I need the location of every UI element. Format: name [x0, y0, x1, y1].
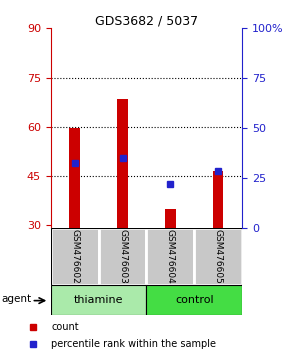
- Bar: [99, 228, 146, 285]
- Text: percentile rank within the sample: percentile rank within the sample: [51, 339, 216, 349]
- Title: GDS3682 / 5037: GDS3682 / 5037: [95, 14, 198, 27]
- Text: GSM476603: GSM476603: [118, 229, 127, 284]
- Text: GSM476602: GSM476602: [70, 229, 79, 284]
- Bar: [213, 171, 224, 228]
- Text: count: count: [51, 322, 79, 332]
- Bar: [165, 209, 176, 228]
- Text: GSM476605: GSM476605: [214, 229, 223, 284]
- Bar: [117, 99, 128, 228]
- Text: control: control: [175, 295, 214, 305]
- Text: GSM476604: GSM476604: [166, 229, 175, 284]
- Text: thiamine: thiamine: [74, 295, 123, 305]
- Bar: [51, 228, 99, 285]
- Bar: [51, 285, 146, 315]
- Bar: [194, 228, 242, 285]
- Bar: [146, 285, 242, 315]
- Bar: [146, 228, 194, 285]
- Bar: [69, 129, 80, 228]
- Text: agent: agent: [1, 295, 31, 304]
